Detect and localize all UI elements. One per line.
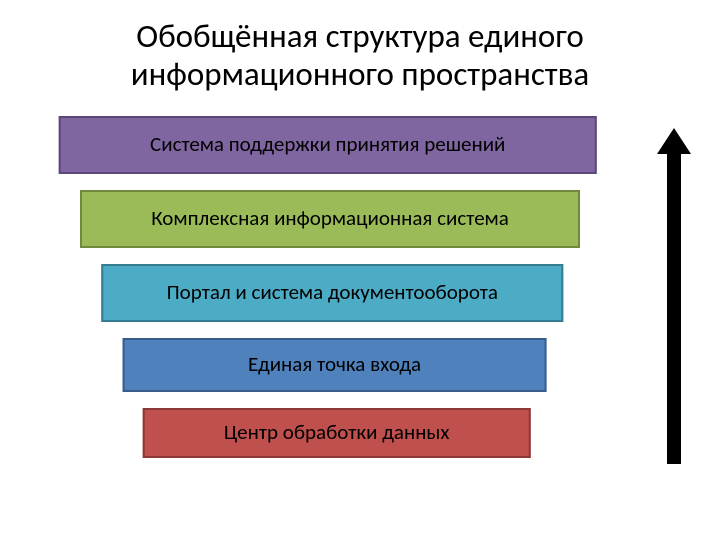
- layer-3: Единая точка входа: [123, 338, 547, 392]
- layer-1: Комплексная информационная система: [80, 190, 580, 248]
- upward-arrow-icon: [657, 128, 691, 464]
- layer-3-label: Единая точка входа: [248, 353, 421, 376]
- layer-1-label: Комплексная информационная система: [151, 207, 509, 230]
- diagram: Система поддержки принятия решений Компл…: [30, 116, 690, 506]
- layer-2-label: Портал и система документооборота: [167, 281, 498, 304]
- slide: Обобщённая структура единого информацион…: [0, 0, 720, 540]
- layer-0: Система поддержки принятия решений: [59, 116, 597, 174]
- layer-2: Портал и система документооборота: [101, 264, 563, 322]
- layer-4: Центр обработки данных: [143, 408, 531, 458]
- layer-0-label: Система поддержки принятия решений: [150, 133, 505, 156]
- layer-4-label: Центр обработки данных: [224, 421, 450, 444]
- page-title: Обобщённая структура единого информацион…: [30, 18, 690, 94]
